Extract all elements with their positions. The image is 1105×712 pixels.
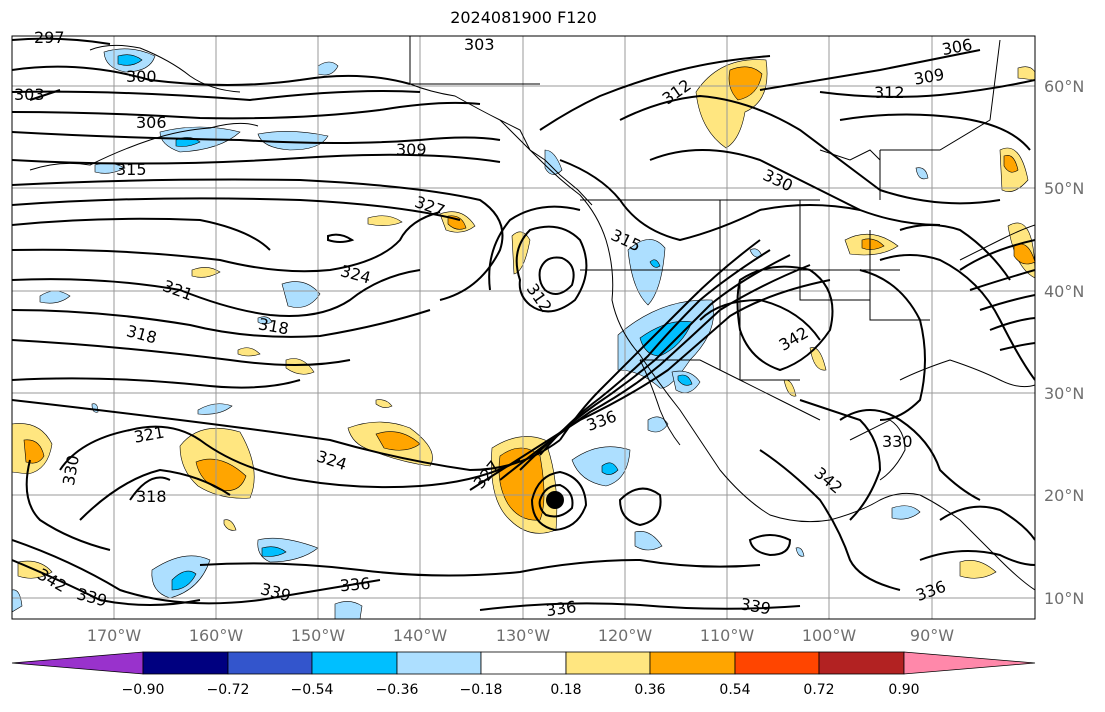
colorbar-tick-label: 0.18 (550, 682, 582, 698)
colorbar-tick-label: −0.54 (290, 682, 334, 698)
colorbar-tick-label: −0.90 (121, 682, 165, 698)
colorbar-max-extension (903, 651, 1036, 675)
colorbar-bin (311, 651, 398, 675)
lon-label: 160°W (188, 626, 244, 645)
lon-label: 90°W (909, 626, 955, 645)
colorbar-bin (480, 651, 567, 675)
lat-lon-grid (12, 36, 1035, 619)
colorbar-tick-label: 0.36 (634, 682, 666, 698)
contour-label: 306 (940, 35, 973, 59)
colorbar-tick-label: −0.72 (206, 682, 250, 698)
colorbar-bin (649, 651, 736, 675)
contour-label: 336 (339, 574, 371, 596)
contour-label: 318 (136, 487, 167, 506)
contour-label: 336 (545, 597, 578, 620)
colorbar-tick-label: 0.72 (803, 682, 835, 698)
colorbar-bin (396, 651, 482, 675)
lat-label: 40°N (1044, 282, 1085, 301)
contour-label: 321 (132, 423, 165, 447)
colorbar-bin (142, 651, 229, 675)
contour-label: 300 (126, 67, 157, 86)
colorbar-bin (565, 651, 651, 675)
contour-label: 309 (396, 140, 427, 159)
lon-label: 150°W (290, 626, 346, 645)
contour-label: 312 (874, 83, 905, 102)
contour-label: 330 (882, 432, 913, 451)
contour-label: 315 (116, 160, 147, 179)
colorbar-tick-label: 0.54 (719, 682, 751, 698)
contour-label: 297 (34, 28, 65, 47)
contour-lines (12, 37, 1035, 611)
lat-label: 10°N (1044, 589, 1085, 608)
contour-label: 303 (464, 35, 495, 54)
contour-label: 339 (739, 594, 772, 618)
contour-label-layer: 297 303 306 300 303 306 315 309 312 312 … (14, 28, 974, 620)
contour-label: 339 (75, 584, 109, 610)
colorbar-min-extension (11, 651, 144, 675)
colorbar (11, 651, 1036, 675)
lon-label: 120°W (597, 626, 653, 645)
lon-label: 170°W (86, 626, 142, 645)
lat-label: 60°N (1044, 77, 1085, 96)
contour-label: 336 (913, 577, 948, 605)
lon-label: 110°W (699, 626, 755, 645)
lat-label: 30°N (1044, 384, 1085, 403)
contour-label: 342 (811, 463, 847, 497)
contour-label: 342 (776, 323, 812, 355)
contour-label: 306 (136, 113, 167, 132)
contour-label: 324 (338, 261, 372, 287)
storm-center-marker (546, 491, 564, 509)
contour-label: 330 (760, 165, 796, 195)
colorbar-bin (227, 651, 313, 675)
lon-label: 130°W (495, 626, 551, 645)
colorbar-bin (734, 651, 820, 675)
colorbar-tick-label: −0.36 (375, 682, 419, 698)
colorbar-bin (818, 651, 905, 675)
map-frame (11, 35, 1036, 620)
contour-label: 336 (584, 407, 619, 435)
chart-title: 2024081900 F120 (450, 8, 597, 27)
contour-label: 330 (59, 454, 83, 487)
contour-label: 318 (124, 321, 158, 347)
contour-label: 303 (14, 85, 45, 104)
lon-label: 140°W (392, 626, 448, 645)
contour-label: 318 (257, 314, 290, 338)
contour-label: 324 (314, 447, 349, 475)
coastlines (29, 36, 1035, 591)
contour-label: 321 (160, 276, 195, 304)
contour-label: 309 (912, 65, 945, 89)
lon-label: 100°W (801, 626, 857, 645)
lat-label: 20°N (1044, 486, 1085, 505)
colorbar-tick-label: 0.90 (888, 682, 920, 698)
lat-label: 50°N (1044, 179, 1085, 198)
colorbar-tick-label: −0.18 (459, 682, 503, 698)
contour-label: 327 (412, 192, 447, 220)
contour-label: 339 (258, 579, 292, 605)
